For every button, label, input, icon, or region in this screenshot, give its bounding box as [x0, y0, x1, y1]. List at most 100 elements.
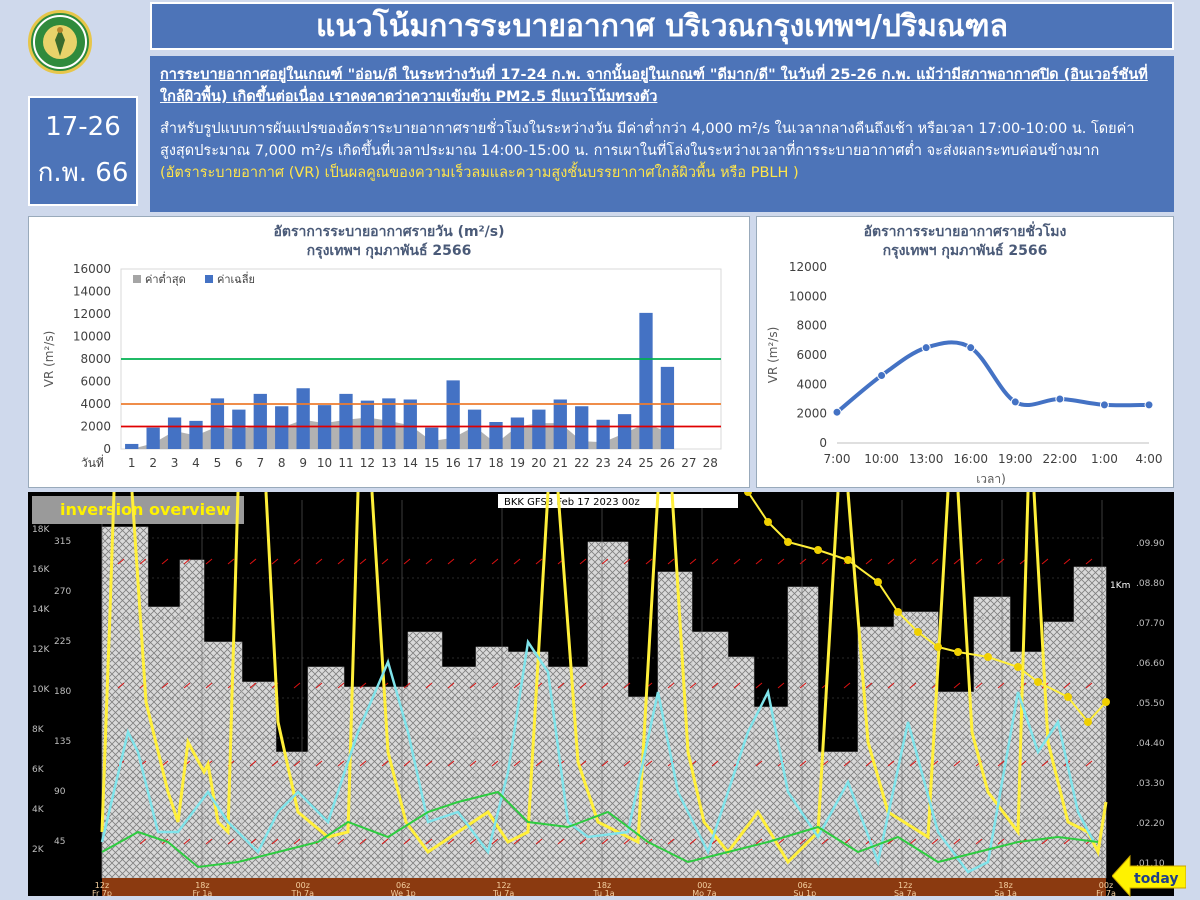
wind-barb-mark	[1041, 838, 1049, 845]
avg-bar	[382, 398, 396, 449]
daily-vr-chart-panel: อัตราการระบายอากาศรายวัน (m²/s) กรุงเทพฯ…	[28, 216, 750, 488]
right-axis-label: .03.30	[1136, 779, 1165, 789]
wind-barb-mark	[667, 838, 675, 845]
avg-bar	[532, 409, 546, 449]
x-tick-label: 6	[235, 456, 243, 470]
wind-barb-mark	[953, 682, 961, 689]
right-axis-unit-label: 1Km	[1110, 581, 1130, 591]
x-tick-label: 4	[192, 456, 200, 470]
wind-barb-mark	[667, 558, 675, 565]
wind-barb-mark	[249, 682, 257, 689]
inversion-hatch-block	[1009, 651, 1045, 879]
x-tick-label: 13:00	[909, 452, 944, 466]
wind-barb-mark	[799, 558, 807, 565]
wind-barb-mark	[447, 558, 455, 565]
wind-barb-mark	[909, 760, 917, 767]
inversion-header-text: BKK GFS3 Feb 17 2023 00z	[504, 497, 640, 508]
date-range-box: 17-26 ก.พ. 66	[28, 96, 138, 206]
hourly-point	[1055, 394, 1065, 404]
time-label-bottom: We 1p	[391, 889, 416, 896]
y-tick-label: 2000	[80, 420, 111, 434]
left-axis-deg-label: 225	[54, 637, 71, 647]
wind-barb-mark	[293, 682, 301, 689]
inversion-hatch-block	[101, 526, 149, 879]
wind-barb-mark	[535, 838, 543, 845]
y-tick-label: 16000	[73, 262, 111, 276]
wind-barb-mark	[425, 760, 433, 767]
wind-barb-mark	[161, 760, 169, 767]
inversion-hatch-block	[507, 651, 549, 879]
left-axis-k-label: 2K	[32, 845, 45, 855]
x-axis-label: เวลา)	[976, 472, 1006, 486]
hourly-point	[832, 407, 842, 417]
wind-barb-mark	[953, 558, 961, 565]
time-label-bottom: Mo 7a	[692, 889, 716, 896]
time-label-bottom: Tu 7a	[492, 889, 514, 896]
x-tick-label: 4:00	[1136, 452, 1163, 466]
inversion-trend-point	[1034, 678, 1042, 686]
x-tick-label: 19:00	[998, 452, 1033, 466]
time-label-top: 00z	[697, 881, 711, 890]
x-tick-label: 12	[360, 456, 375, 470]
wind-barb-mark	[821, 558, 829, 565]
wind-barb-mark	[117, 682, 125, 689]
inversion-trend-point	[764, 518, 772, 526]
avg-bar	[210, 398, 225, 449]
wind-barb-mark	[689, 838, 697, 845]
time-label-bottom: Sa 7a	[894, 889, 917, 896]
wind-barb-mark	[623, 838, 631, 845]
wind-barb-mark	[1063, 838, 1071, 845]
avg-bar	[232, 409, 246, 449]
left-axis-k-label: 8K	[32, 725, 45, 735]
x-tick-label: 10:00	[864, 452, 899, 466]
left-axis-k-label: 16K	[32, 565, 50, 575]
avg-bar	[275, 406, 289, 449]
left-axis-deg-label: 45	[54, 837, 65, 847]
x-axis-prefix: วันที่	[81, 454, 104, 470]
x-tick-label: 22:00	[1043, 452, 1078, 466]
wind-barb-mark	[755, 838, 763, 845]
wind-barb-mark	[381, 558, 389, 565]
wind-barb-mark	[711, 682, 719, 689]
time-label-bottom: Fr 7p	[92, 889, 112, 896]
inversion-green-line	[101, 790, 1099, 869]
legend-label-avg: ค่าเฉลี่ย	[217, 271, 255, 286]
avg-bar	[639, 312, 653, 449]
wind-barb-mark	[271, 760, 279, 767]
description-panel: การระบายอากาศอยู่ในเกณฑ์ "อ่อน/ดี ในระหว…	[150, 56, 1174, 212]
wind-barb-mark	[315, 682, 323, 689]
hourly-chart-title: อัตราการระบายอากาศรายชั่วโมง	[863, 224, 1067, 240]
wind-barb-mark	[799, 682, 807, 689]
time-label-top: 18z	[998, 881, 1012, 890]
inversion-hatch-block	[307, 666, 345, 879]
time-axis-strip	[102, 878, 1106, 896]
x-tick-label: 15	[424, 456, 439, 470]
wind-barb-mark	[557, 838, 565, 845]
wind-barb-mark	[733, 558, 741, 565]
wind-barb-mark	[689, 682, 697, 689]
wind-barb-mark	[491, 558, 499, 565]
wind-barb-mark	[469, 838, 477, 845]
inversion-hatch-block	[727, 656, 755, 879]
inversion-trend-point	[1014, 663, 1022, 671]
avg-bar	[403, 399, 417, 449]
wind-barb-mark	[513, 760, 521, 767]
wind-barb-mark	[997, 682, 1005, 689]
wind-barb-mark	[447, 838, 455, 845]
wind-barb-mark	[359, 558, 367, 565]
x-tick-label: 19	[510, 456, 525, 470]
inversion-cyan-line	[100, 638, 1096, 874]
x-tick-label: 1	[128, 456, 136, 470]
legend-label-min: ค่าต่ำสุด	[145, 271, 186, 286]
wind-barb-mark	[161, 558, 169, 565]
wind-barb-mark	[513, 838, 521, 845]
time-label-top: 12z	[95, 881, 109, 890]
wind-barb-mark	[249, 558, 257, 565]
wind-barb-mark	[1063, 682, 1071, 689]
wind-barb-mark	[799, 760, 807, 767]
wind-barb-mark	[425, 682, 433, 689]
avg-bar	[253, 393, 267, 449]
hourly-vr-chart-panel: อัตราการระบายอากาศรายชั่วโมง กรุงเทพฯ กุ…	[756, 216, 1174, 488]
wind-barb-mark	[469, 760, 477, 767]
wind-barb-mark	[623, 558, 631, 565]
